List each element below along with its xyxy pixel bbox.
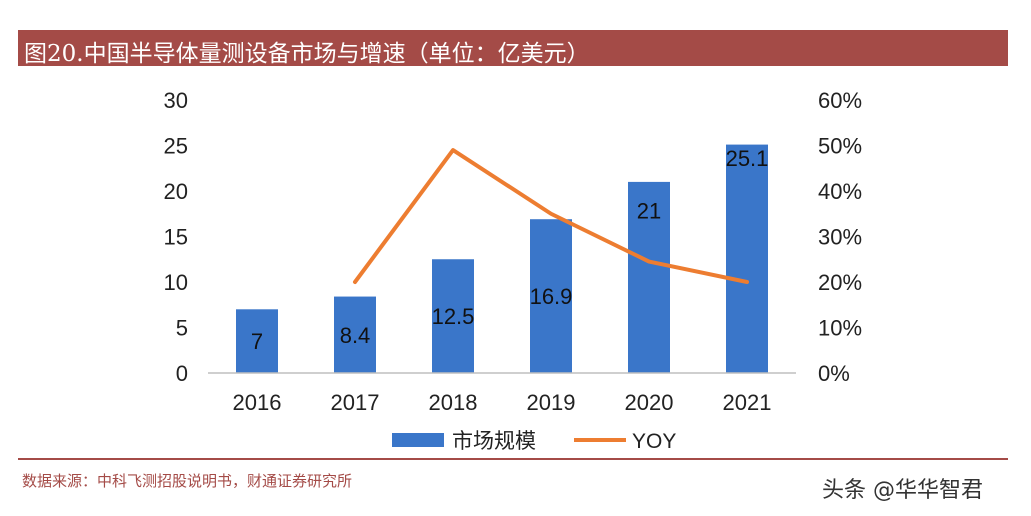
bar-data-label: 25.1: [726, 146, 769, 171]
y-right-tick-label: 60%: [818, 88, 862, 113]
watermark-text: 头条 @华华智君: [822, 478, 983, 503]
x-tick-label: 2016: [233, 390, 282, 415]
y-left-tick-label: 5: [176, 316, 188, 341]
y-right-tick-label: 0%: [818, 361, 850, 386]
y-right-tick-label: 50%: [818, 134, 862, 159]
title-bar: 图20.中国半导体量测设备市场与增速（单位：亿美元）: [18, 30, 1008, 67]
bar-data-label: 7: [251, 329, 263, 354]
legend-bar-label: 市场规模: [452, 429, 536, 453]
bar-2019: [530, 219, 572, 373]
bar-2021: [726, 144, 768, 373]
bar-data-label: 21: [637, 198, 661, 223]
watermark: 头条 @华华智君: [822, 472, 983, 504]
y-right-tick-label: 20%: [818, 270, 862, 295]
bar-2020: [628, 181, 670, 373]
x-tick-label: 2017: [331, 390, 380, 415]
chart-title: 图20.中国半导体量测设备市场与增速（单位：亿美元）: [24, 41, 590, 67]
y-left-tick-label: 15: [164, 225, 188, 250]
x-tick-label: 2019: [527, 390, 576, 415]
y-left-tick-label: 20: [164, 179, 188, 204]
bar-2016: [236, 309, 278, 373]
y-right-tick-label: 40%: [818, 179, 862, 204]
y-left-tick-label: 30: [164, 88, 188, 113]
y-left-tick-label: 10: [164, 270, 188, 295]
yoy-line: [353, 148, 749, 284]
y-right-tick-label: 30%: [818, 225, 862, 250]
y-left-tick-label: 0: [176, 361, 188, 386]
legend-bar-swatch: [392, 433, 444, 447]
y-right-tick-label: 10%: [818, 316, 862, 341]
legend-line-label: YOY: [632, 430, 676, 453]
bar-2017: [334, 296, 376, 373]
source-text: 数据来源：中科飞测招股说明书，财通证券研究所: [22, 472, 353, 490]
x-tick-label: 2020: [625, 390, 674, 415]
chart: 0 5 10 15 20 25 30 0% 10% 20% 30% 40% 50% 60% 2016 2017…: [164, 88, 863, 453]
y-left-tick-label: 25: [164, 134, 188, 159]
bar-2018: [432, 259, 474, 373]
bar-data-label: 8.4: [340, 323, 371, 348]
x-tick-label: 2021: [723, 390, 772, 415]
source-divider: [18, 458, 1008, 460]
bar-data-label: 12.5: [432, 304, 475, 329]
x-tick-label: 2018: [429, 390, 478, 415]
bar-data-label: 16.9: [530, 284, 573, 309]
